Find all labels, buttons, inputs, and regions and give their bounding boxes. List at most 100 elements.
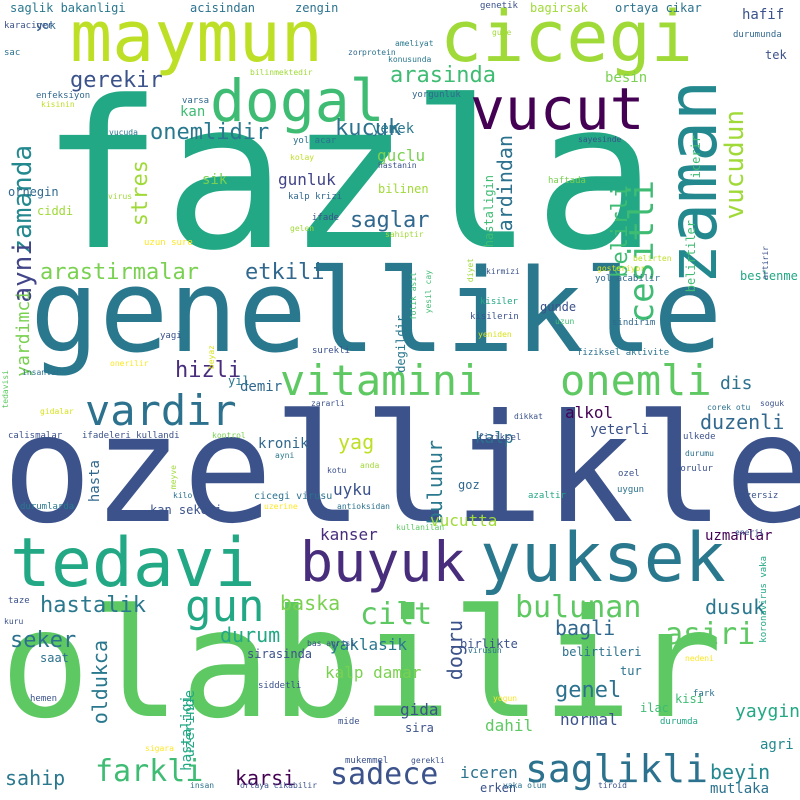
cloud-word: surekli — [312, 346, 350, 356]
cloud-word: kan sekeri — [150, 503, 223, 517]
cloud-word: genetik — [480, 1, 518, 11]
cloud-word: hafif — [742, 7, 785, 23]
cloud-word: haftada — [548, 176, 586, 186]
cloud-word: ciddi — [37, 204, 74, 218]
cloud-word: ilac — [640, 701, 669, 715]
cloud-word: beslenme — [740, 269, 798, 283]
cloud-word: gida — [400, 700, 439, 719]
cloud-word: gunde — [540, 300, 577, 314]
cloud-word: fiziksel — [478, 433, 522, 443]
cloud-word: uzun — [555, 317, 575, 326]
cloud-word: tedavi — [10, 524, 256, 603]
cloud-word: soguk — [760, 399, 785, 408]
cloud-word: genel — [555, 678, 622, 703]
cloud-word: yemek — [372, 121, 415, 137]
cloud-word: taze — [8, 596, 30, 606]
cloud-word: degildir — [394, 315, 408, 373]
cloud-word: hastaligin — [482, 175, 496, 248]
cloud-word: karaciger — [4, 21, 53, 31]
cloud-word: gerekli — [411, 756, 445, 765]
cloud-word: ornegin — [8, 185, 59, 199]
cloud-word: sirasinda — [247, 647, 313, 661]
cloud-word: sahip — [5, 766, 66, 790]
cloud-word: vucuda — [109, 128, 138, 137]
cloud-word: asiri — [665, 617, 756, 652]
cloud-word: gunluk — [278, 170, 336, 189]
cloud-word: uyku — [333, 480, 372, 499]
cloud-word: sira — [405, 721, 434, 735]
cloud-word: durum — [220, 623, 281, 647]
cloud-word: uzmanlar — [705, 528, 773, 544]
cloud-word: tiroid — [598, 781, 627, 790]
cloud-word: fark — [693, 689, 715, 699]
cloud-word: siddetli — [258, 681, 302, 691]
cloud-word: yeterli — [590, 422, 650, 438]
cloud-word: yagi — [160, 331, 182, 341]
cloud-word: sadece — [330, 757, 439, 792]
cloud-word: saglar — [350, 208, 430, 233]
cloud-word: acisindan — [190, 1, 256, 15]
cloud-word: stres — [128, 160, 153, 227]
cloud-word: demir — [240, 379, 283, 395]
cloud-word: belirtiler — [684, 220, 698, 293]
cloud-word: arastirmalar — [40, 260, 199, 285]
cloud-word: virusun — [468, 646, 502, 655]
cloud-word: kisi — [675, 692, 704, 706]
cloud-word: duzenli — [700, 410, 785, 434]
cloud-word: zamanda — [8, 145, 38, 255]
cloud-word: yag — [338, 430, 375, 454]
cloud-word: kuru — [4, 617, 24, 626]
cloud-word: genellikle — [30, 245, 723, 379]
cloud-word: onemli — [560, 356, 712, 405]
cloud-word: sik — [202, 172, 228, 188]
cloud-word: ozellikle — [2, 383, 800, 557]
cloud-word: koronavirus vaka — [759, 556, 769, 643]
cloud-word: vardir — [85, 386, 237, 435]
cloud-word: konusunda — [388, 55, 432, 64]
cloud-word: varsa — [182, 96, 210, 106]
cloud-word: ardindan — [493, 135, 517, 232]
cloud-word: kalp damar — [325, 663, 422, 682]
cloud-word: bagli — [555, 616, 616, 640]
cloud-word: dahil — [485, 716, 534, 735]
cloud-word: dikkat — [514, 412, 543, 421]
cloud-word: cicegi virusu — [254, 491, 333, 502]
cloud-word: uzerine — [264, 502, 298, 511]
cloud-word: sac — [4, 48, 21, 58]
cloud-word: gun — [185, 581, 265, 632]
cloud-word: agri — [760, 737, 794, 753]
cloud-word: gidalar — [40, 407, 74, 416]
cloud-word: corek otu — [707, 403, 751, 412]
cloud-word: kalp — [475, 428, 514, 447]
cloud-word: kolay — [290, 153, 315, 162]
cloud-word: bilinen — [378, 182, 429, 196]
cloud-word: belirten — [633, 254, 672, 263]
cloud-word: erken — [480, 781, 517, 795]
cloud-word: yorgunluk — [412, 90, 461, 100]
cloud-word: bilinmektedir — [250, 68, 313, 77]
cloud-word: sindirim — [612, 318, 656, 328]
cloud-word: hastanin — [378, 161, 417, 170]
cloud-word: karsi — [235, 766, 296, 790]
cloud-word: vucutta — [430, 511, 498, 530]
cloud-word: insanlar — [22, 368, 61, 377]
cloud-word: anda — [360, 461, 380, 470]
cloud-word: iceren — [460, 763, 518, 782]
cloud-word: ifadeleri kullandi — [82, 431, 180, 441]
cloud-word: kontrol — [212, 431, 246, 440]
cloud-word: protein — [362, 48, 396, 57]
cloud-word: kullanilan — [396, 523, 445, 532]
cloud-word: gerekir — [70, 68, 163, 93]
cloud-word: yil — [228, 374, 250, 388]
cloud-word: zararli — [311, 399, 345, 408]
cloud-word: maymun — [70, 0, 323, 78]
cloud-word: zengin — [295, 1, 339, 15]
cloud-word: ortaya cikar — [615, 1, 702, 15]
cloud-word: dusuk — [705, 595, 766, 619]
cloud-word: belirtileri — [562, 645, 642, 659]
cloud-word: cicegi — [440, 0, 693, 78]
cloud-word: uzun sure — [144, 238, 193, 248]
cloud-word: kalp krizi — [288, 192, 343, 202]
cloud-word: sigara — [145, 744, 174, 753]
cloud-word: guclu — [377, 146, 426, 165]
